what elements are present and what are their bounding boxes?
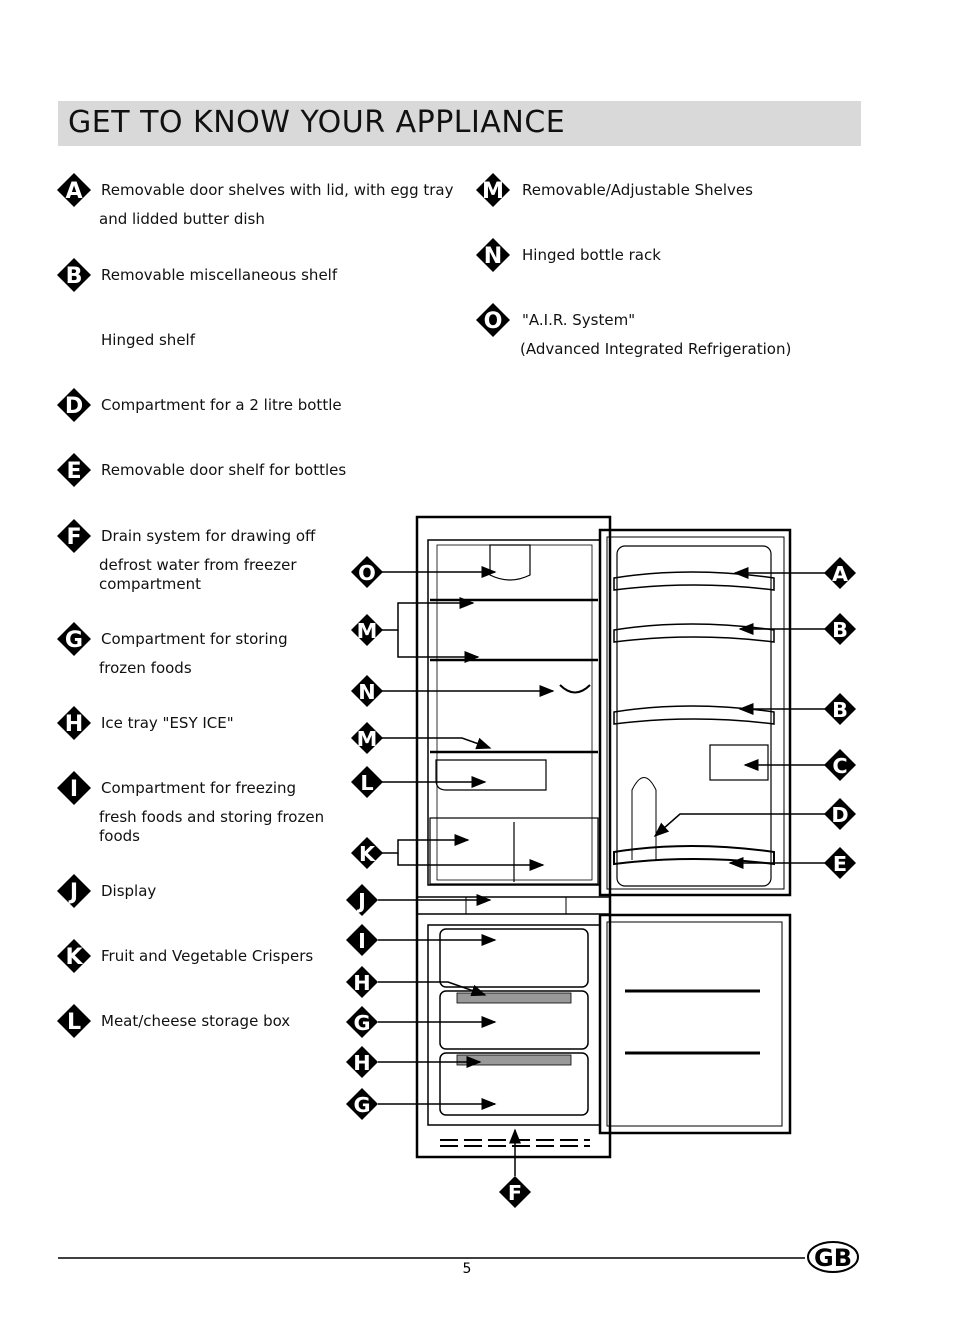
letter-marker	[824, 798, 856, 830]
marker-letter: L	[360, 771, 373, 795]
item-text: foods	[99, 827, 140, 845]
marker-letter: J	[356, 889, 366, 913]
letter-marker	[476, 173, 510, 207]
letter-marker	[57, 519, 91, 553]
letter-marker	[57, 173, 91, 207]
marker-letter: K	[359, 842, 376, 866]
letter-marker	[57, 706, 91, 740]
item-text: Meat/cheese storage box	[101, 1012, 291, 1030]
item-text: Drain system for drawing off	[101, 527, 316, 545]
letter-marker	[346, 1006, 378, 1038]
page-title: GET TO KNOW YOUR APPLIANCE	[68, 105, 566, 140]
item-text: frozen foods	[99, 659, 192, 677]
letter-marker	[476, 303, 510, 337]
marker-letter: F	[66, 524, 81, 550]
marker-letter: O	[358, 561, 376, 585]
marker-letter: N	[484, 243, 503, 269]
letter-marker	[346, 924, 378, 956]
title-bar	[58, 101, 861, 146]
marker-letter: K	[65, 944, 83, 970]
item-text: Display	[101, 882, 157, 900]
marker-letter: M	[357, 619, 378, 643]
item-text: defrost water from freezer	[99, 556, 297, 574]
item-text: and lidded butter dish	[99, 210, 265, 228]
marker-letter: H	[65, 711, 84, 737]
marker-letter: M	[482, 178, 504, 204]
item-text: Ice tray "ESY ICE"	[101, 714, 234, 732]
badge-outline	[807, 1241, 859, 1273]
letter-marker	[346, 966, 378, 998]
marker-letter: B	[832, 618, 848, 642]
marker-letter: A	[65, 178, 82, 204]
item-text: compartment	[99, 575, 202, 593]
letter-marker	[57, 453, 91, 487]
marker-letter: E	[833, 852, 847, 876]
marker-letter: L	[67, 1009, 81, 1035]
item-text: Removable door shelves with lid, with eg…	[101, 181, 454, 199]
letter-marker	[351, 675, 383, 707]
marker-letter: G	[65, 627, 83, 653]
letter-marker	[57, 622, 91, 656]
letter-marker	[499, 1176, 531, 1208]
marker-letter: B	[66, 263, 83, 289]
letter-marker	[351, 556, 383, 588]
letter-marker	[57, 1004, 91, 1038]
item-text: Hinged bottle rack	[522, 246, 661, 264]
item-text: Compartment for freezing	[101, 779, 297, 797]
marker-letter: E	[66, 458, 81, 484]
letter-marker	[346, 1046, 378, 1078]
marker-letter: C	[832, 754, 847, 778]
letter-marker	[824, 693, 856, 725]
fridge-drawing	[415, 515, 792, 1159]
marker-letter: M	[357, 727, 378, 751]
arrows	[378, 566, 825, 1176]
marker-letter: N	[358, 680, 375, 704]
item-text: Removable door shelf for bottles	[101, 461, 347, 479]
marker-letter: D	[65, 393, 83, 419]
letter-marker	[346, 1088, 378, 1120]
marker-letter: G	[353, 1011, 370, 1035]
letter-marker	[824, 749, 856, 781]
item-text: Removable miscellaneous shelf	[101, 266, 338, 284]
item-text: fresh foods and storing frozen	[99, 808, 325, 826]
marker-letter: I	[358, 929, 366, 953]
marker-letter: D	[831, 803, 848, 827]
item-text: Fruit and Vegetable Crispers	[101, 947, 314, 965]
letter-marker	[824, 847, 856, 879]
item-text: Hinged shelf	[101, 331, 195, 349]
page-number: 5	[463, 1261, 472, 1277]
marker-letter: F	[508, 1181, 522, 1205]
letter-marker	[57, 388, 91, 422]
letter-marker	[476, 238, 510, 272]
letter-marker	[346, 884, 378, 916]
letter-marker	[351, 766, 383, 798]
item-text: Compartment for storing	[101, 630, 288, 648]
letter-marker	[57, 771, 91, 805]
marker-letter: A	[832, 562, 848, 586]
item-text: Removable/Adjustable Shelves	[522, 181, 753, 199]
marker-letter: J	[68, 879, 78, 905]
marker-letter: G	[353, 1093, 370, 1117]
letter-marker	[351, 722, 383, 754]
marker-letter: H	[353, 971, 370, 995]
letter-marker	[824, 557, 856, 589]
marker-letter: B	[832, 698, 848, 722]
item-text: "A.I.R. System"	[522, 311, 636, 329]
letter-marker	[57, 258, 91, 292]
badge: GB	[814, 1244, 852, 1272]
letter-marker	[824, 613, 856, 645]
letter-marker	[57, 874, 91, 908]
letter-marker	[351, 837, 383, 869]
letter-marker	[57, 939, 91, 973]
marker-letter: O	[484, 308, 503, 334]
marker-letter: I	[70, 776, 78, 802]
item-text: Compartment for a 2 litre bottle	[101, 396, 342, 414]
item-text: (Advanced Integrated Refrigeration)	[520, 340, 792, 358]
marker-letter: H	[353, 1051, 370, 1075]
letter-marker	[351, 614, 383, 646]
